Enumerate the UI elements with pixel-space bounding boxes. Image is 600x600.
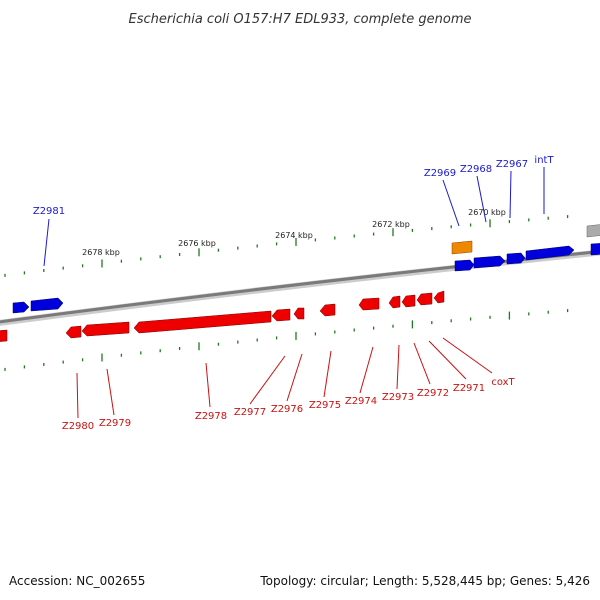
ruler-label-2678: 2678 kbp xyxy=(82,248,120,257)
gene-arrow-Z2971[interactable] xyxy=(416,292,433,306)
reverse-strand-genes xyxy=(0,290,445,342)
gene-arrow-Z2974[interactable] xyxy=(358,297,380,311)
gene-label-Z2972[interactable]: Z2972 xyxy=(417,388,449,399)
gene-arrow-Z2967[interactable] xyxy=(506,252,526,265)
gene-arrow-coxT[interactable] xyxy=(433,290,445,304)
rna-feature[interactable] xyxy=(451,240,473,255)
gene-label-Z2973[interactable]: Z2973 xyxy=(382,392,414,403)
gene-label-Z2971[interactable]: Z2971 xyxy=(453,383,485,394)
gene-arrow-Z2979[interactable] xyxy=(81,321,130,337)
gene-label-Z2981[interactable]: Z2981 xyxy=(33,206,65,217)
map-title: Escherichia coli O157:H7 EDL933, complet… xyxy=(129,12,472,27)
gene-arrow-Z2975[interactable] xyxy=(319,303,336,317)
forward-gene-labels: intT Z2967 Z2968 Z2969 Z2981 xyxy=(33,155,555,217)
forward-leader-lines xyxy=(43,167,545,267)
gene-label-Z2977[interactable]: Z2977 xyxy=(234,407,266,418)
accession-text: Accession: NC_002655 xyxy=(9,574,146,588)
gene-label-Z2980[interactable]: Z2980 xyxy=(62,421,94,432)
ruler-label-2672: 2672 kbp xyxy=(372,220,410,229)
gene-arrow-forward-small[interactable] xyxy=(12,301,30,314)
ruler-labels: 2670 kbp 2672 kbp 2674 kbp 2676 kbp 2678… xyxy=(82,208,506,257)
gene-arrow-edge-left[interactable] xyxy=(0,329,8,342)
gene-arrow-Z2977[interactable] xyxy=(271,308,291,322)
gene-arrow-Z2976[interactable] xyxy=(293,307,305,320)
ruler-label-2676: 2676 kbp xyxy=(178,239,216,248)
ruler-ticks-lower xyxy=(4,309,569,371)
gene-label-Z2967[interactable]: Z2967 xyxy=(496,159,528,170)
reverse-leader-lines xyxy=(76,337,493,419)
gene-label-Z2974[interactable]: Z2974 xyxy=(345,396,377,407)
gene-label-Z2979[interactable]: Z2979 xyxy=(99,418,131,429)
gene-arrow-Z2978[interactable] xyxy=(133,310,272,334)
ruler-ticks-upper xyxy=(4,215,569,277)
gene-arrow-edge-right[interactable] xyxy=(590,243,600,256)
gene-arrow-Z2968[interactable] xyxy=(473,255,506,269)
gene-arrow-Z2972[interactable] xyxy=(401,294,416,308)
gene-label-Z2978[interactable]: Z2978 xyxy=(195,411,227,422)
gene-label-intT[interactable]: intT xyxy=(534,155,554,166)
forward-strand-genes xyxy=(12,224,600,314)
gene-arrow-Z2980[interactable] xyxy=(65,325,82,339)
gene-label-Z2976[interactable]: Z2976 xyxy=(271,404,303,415)
gene-arrow-Z2969[interactable] xyxy=(454,259,475,272)
ruler-label-2674: 2674 kbp xyxy=(275,231,313,240)
gene-arrow-Z2973[interactable] xyxy=(388,295,401,309)
other-feature[interactable] xyxy=(586,224,600,238)
gene-label-Z2975[interactable]: Z2975 xyxy=(309,400,341,411)
gene-arrow-intT[interactable] xyxy=(525,245,575,261)
genome-summary-text: Topology: circular; Length: 5,528,445 bp… xyxy=(260,574,590,588)
gene-label-Z2969[interactable]: Z2969 xyxy=(424,168,456,179)
gene-arrow-Z2981[interactable] xyxy=(30,297,64,312)
gene-label-coxT[interactable]: coxT xyxy=(491,377,515,388)
ruler-label-2670: 2670 kbp xyxy=(468,208,506,217)
reverse-gene-labels: coxT Z2971 Z2972 Z2973 Z2974 Z2975 Z2976… xyxy=(62,377,516,432)
gene-label-Z2968[interactable]: Z2968 xyxy=(460,164,492,175)
